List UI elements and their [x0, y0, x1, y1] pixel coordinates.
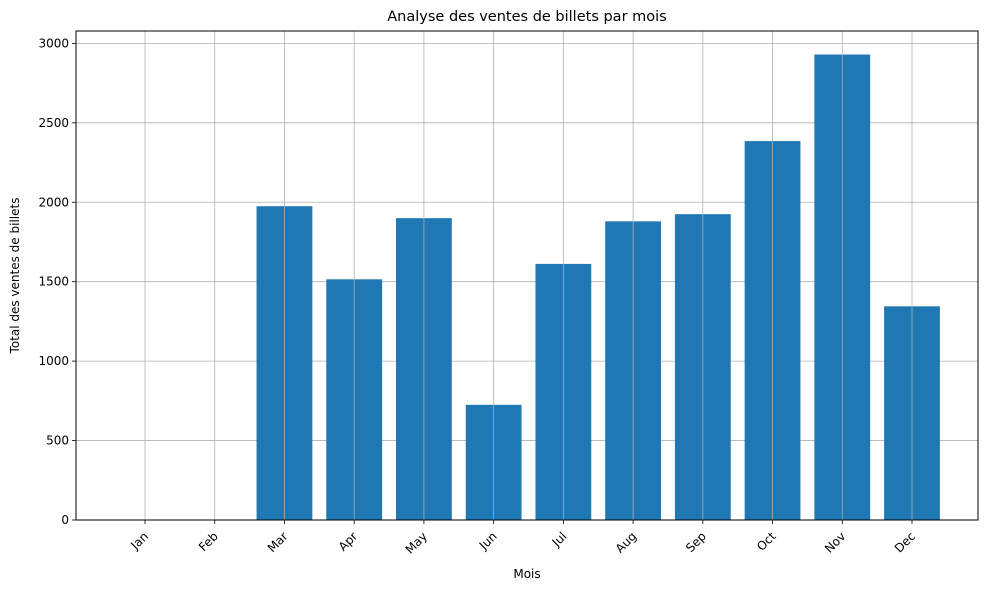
x-tick-label: Apr	[336, 529, 361, 554]
bars-layer	[256, 54, 940, 521]
x-tick-label: Dec	[892, 529, 918, 555]
x-tick-label: May	[403, 529, 430, 556]
x-tick-label: Aug	[613, 529, 639, 555]
y-tick-label: 0	[61, 513, 69, 527]
x-tick-label: Oct	[754, 529, 779, 554]
y-tick-label: 2500	[38, 116, 69, 130]
x-tick-label: Jan	[127, 529, 151, 553]
x-axis-label: Mois	[513, 567, 540, 581]
x-tick-label: Feb	[196, 529, 221, 554]
x-tick-label: Mar	[265, 529, 291, 555]
y-tick-label: 3000	[38, 36, 69, 50]
y-tick-label: 500	[46, 434, 69, 448]
x-tick-label: Jun	[476, 529, 500, 553]
x-tick-label: Sep	[683, 529, 709, 555]
y-tick-label: 1000	[38, 354, 69, 368]
plot-frame	[75, 30, 979, 521]
grid-layer	[76, 42, 978, 521]
y-tick-label: 1500	[38, 275, 69, 289]
x-tick-label: Jul	[549, 529, 570, 550]
y-tick-label: 2000	[38, 195, 69, 209]
y-axis-label: Total des ventes de billets	[8, 198, 22, 355]
chart-title: Analyse des ventes de billets par mois	[387, 9, 666, 25]
x-tick-label: Nov	[822, 529, 848, 555]
grid-x-layer	[144, 31, 913, 520]
